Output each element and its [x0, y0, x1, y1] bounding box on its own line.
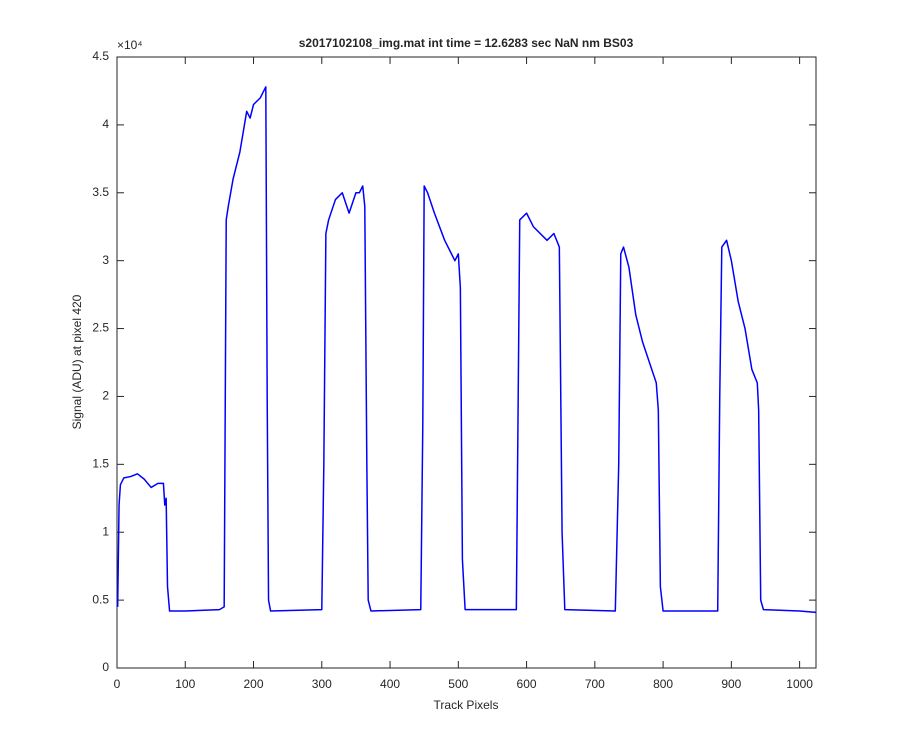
chart-title: s2017102108_img.mat int time = 12.6283 s…	[299, 36, 634, 50]
y-exponent-label: ×10⁴	[117, 38, 143, 52]
x-axis-label: Track Pixels	[434, 698, 499, 712]
plot-area	[116, 56, 817, 669]
y-tick-label: 4	[102, 117, 109, 131]
x-tick-label: 400	[380, 677, 400, 691]
y-tick-label: 0.5	[92, 592, 109, 606]
y-tick-label: 1	[102, 524, 109, 538]
y-tick-label: 2	[102, 389, 109, 403]
x-tick-label: 500	[448, 677, 468, 691]
y-axis-label: Signal (ADU) at pixel 420	[70, 294, 84, 429]
x-tick-label: 0	[114, 677, 121, 691]
x-tick-label: 900	[721, 677, 741, 691]
x-tick-label: 1000	[786, 677, 813, 691]
x-tick-label: 200	[244, 677, 264, 691]
y-tick-label: 2.5	[92, 321, 109, 335]
x-tick-label: 100	[175, 677, 195, 691]
x-tick-label: 300	[312, 677, 332, 691]
y-tick-label: 3.5	[92, 185, 109, 199]
x-tick-label: 800	[653, 677, 673, 691]
y-tick-label: 0	[102, 660, 109, 674]
y-tick-label: 3	[102, 253, 109, 267]
y-tick-label: 1.5	[92, 457, 109, 471]
x-tick-label: 600	[517, 677, 537, 691]
data-line	[116, 86, 817, 614]
y-tick-label: 4.5	[92, 49, 109, 63]
x-tick-label: 700	[585, 677, 605, 691]
